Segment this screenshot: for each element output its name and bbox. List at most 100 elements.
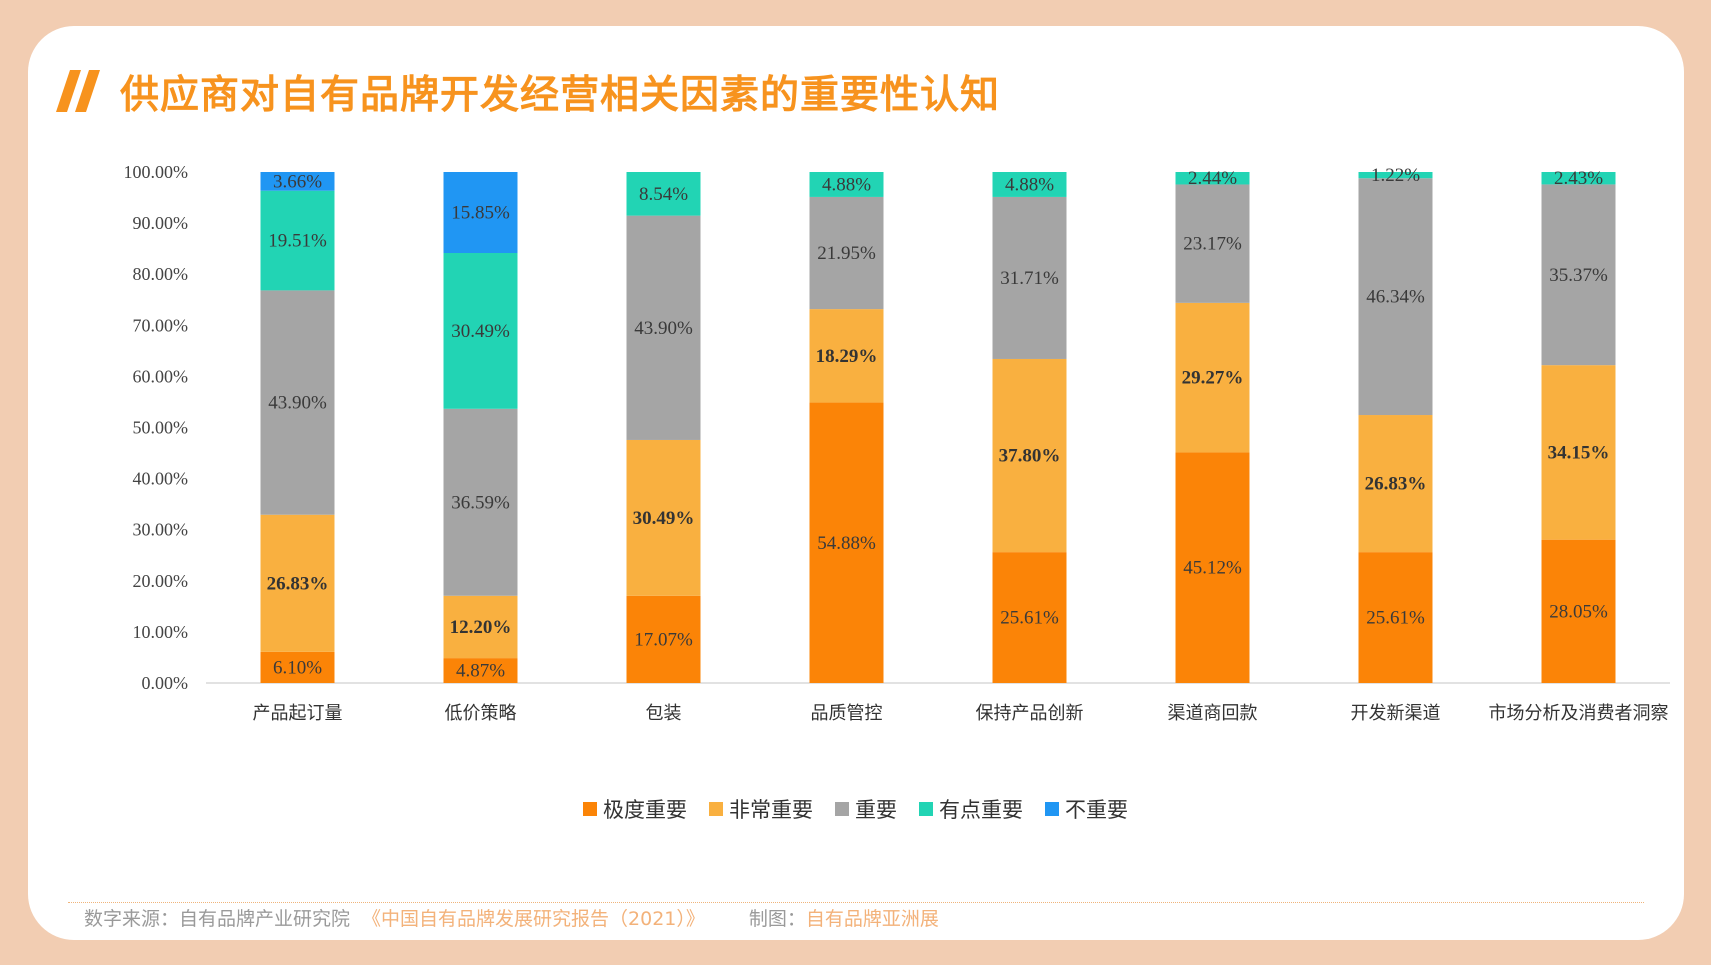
legend-item: 重要 <box>835 794 897 824</box>
data-label: 4.88% <box>822 174 871 195</box>
bar-segment <box>809 309 884 403</box>
bar-segment <box>626 215 701 440</box>
data-label: 26.83% <box>1365 474 1427 495</box>
data-label: 29.27% <box>1182 368 1244 389</box>
double-slash-icon <box>56 70 100 112</box>
data-label: 43.90% <box>268 393 327 414</box>
legend-swatch <box>919 802 933 816</box>
x-tick-label: 低价策略 <box>445 703 517 724</box>
bar-segment <box>626 172 701 216</box>
data-label: 12.20% <box>450 617 512 638</box>
bar-segment <box>260 190 335 291</box>
bar-segment <box>260 514 335 652</box>
y-tick-label: 20.00% <box>133 571 189 591</box>
bar-segment <box>260 651 335 683</box>
data-label: 36.59% <box>451 492 510 513</box>
x-tick-label: 包装 <box>646 703 682 724</box>
y-tick-label: 50.00% <box>133 418 189 438</box>
y-tick-label: 40.00% <box>133 469 189 489</box>
data-label: 3.66% <box>273 171 322 192</box>
data-label: 54.88% <box>817 533 876 554</box>
legend-item: 不重要 <box>1045 794 1128 824</box>
bar-segment <box>1175 452 1250 683</box>
data-label: 2.43% <box>1554 168 1603 189</box>
bar-segment <box>992 358 1067 553</box>
bar-segment <box>1175 302 1250 453</box>
bar-segment <box>1358 178 1433 416</box>
bar-segment <box>1541 539 1616 683</box>
legend-label: 不重要 <box>1065 798 1128 822</box>
bar-segment <box>992 552 1067 683</box>
data-label: 37.80% <box>999 446 1061 467</box>
data-label: 15.85% <box>451 202 510 223</box>
bar-segment <box>1358 552 1433 683</box>
chart-title: 供应商对自有品牌开发经营相关因素的重要性认知 <box>120 73 1001 118</box>
bar-segment <box>809 172 884 197</box>
data-label: 25.61% <box>1000 608 1059 629</box>
x-tick-label: 渠道商回款 <box>1168 703 1258 724</box>
bar-segment <box>1541 365 1616 540</box>
bar-segment <box>443 595 518 659</box>
credit-label: 制图： <box>748 908 806 930</box>
y-tick-label: 60.00% <box>133 366 189 386</box>
data-label: 25.61% <box>1366 608 1425 629</box>
data-label: 18.29% <box>816 346 878 367</box>
bar-segment <box>1541 184 1616 366</box>
data-label: 4.87% <box>456 661 505 682</box>
credit-org: 自有品牌亚洲展 <box>805 908 939 930</box>
data-label: 46.34% <box>1366 287 1425 308</box>
bar-segment <box>992 172 1067 197</box>
source-report: 《中国自有品牌发展研究报告（2021）》 <box>362 908 705 930</box>
data-label: 34.15% <box>1548 442 1610 463</box>
source-label: 数字来源： <box>84 908 180 930</box>
legend-item: 极度重要 <box>583 794 687 824</box>
x-tick-label: 开发新渠道 <box>1351 703 1441 724</box>
legend-label: 重要 <box>855 798 897 822</box>
y-tick-label: 70.00% <box>133 315 189 335</box>
bar-segment <box>992 196 1067 359</box>
data-label: 2.44% <box>1188 168 1237 189</box>
y-tick-label: 100.00% <box>124 162 189 182</box>
legend-swatch <box>583 802 597 816</box>
legend-swatch <box>835 802 849 816</box>
bar-segment <box>443 252 518 409</box>
bar-segment <box>443 172 518 253</box>
legend-label: 极度重要 <box>603 798 687 822</box>
data-label: 26.83% <box>267 573 329 594</box>
bar-segment <box>260 172 335 191</box>
chart-legend: 极度重要 非常重要 重要 有点重要 不重要 <box>0 794 1711 824</box>
bar-segment <box>260 290 335 515</box>
data-label: 31.71% <box>1000 268 1059 289</box>
x-tick-label: 市场分析及消费者洞察 <box>1489 703 1669 724</box>
bar-segment <box>1175 184 1250 303</box>
y-tick-label: 90.00% <box>133 213 189 233</box>
footer-source: 数字来源：自有品牌产业研究院 《中国自有品牌发展研究报告（2021）》 制图：自有品… <box>84 904 939 931</box>
x-tick-label: 保持产品创新 <box>976 703 1084 724</box>
bar-segment <box>809 196 884 310</box>
data-label: 30.49% <box>633 508 695 529</box>
data-label: 43.90% <box>634 318 693 339</box>
bar-segment <box>1358 415 1433 553</box>
data-label: 8.54% <box>639 184 688 205</box>
data-label: 28.05% <box>1549 601 1608 622</box>
data-label: 1.22% <box>1371 165 1420 186</box>
data-label: 45.12% <box>1183 558 1242 579</box>
bar-segment <box>1358 172 1433 179</box>
x-tick-label: 品质管控 <box>811 703 883 724</box>
source-org: 自有品牌产业研究院 <box>179 908 351 930</box>
y-tick-label: 30.00% <box>133 520 189 540</box>
footer-divider <box>68 902 1644 903</box>
legend-label: 非常重要 <box>729 798 813 822</box>
legend-swatch <box>1045 802 1059 816</box>
bar-segment <box>1175 172 1250 185</box>
data-label: 23.17% <box>1183 234 1242 255</box>
bar-segment <box>1541 172 1616 185</box>
bar-segment <box>443 658 518 683</box>
y-tick-label: 80.00% <box>133 264 189 284</box>
bar-segment <box>626 439 701 596</box>
data-label: 17.07% <box>634 629 693 650</box>
y-tick-label: 10.00% <box>133 622 189 642</box>
bar-segment <box>809 402 884 683</box>
data-label: 30.49% <box>451 321 510 342</box>
